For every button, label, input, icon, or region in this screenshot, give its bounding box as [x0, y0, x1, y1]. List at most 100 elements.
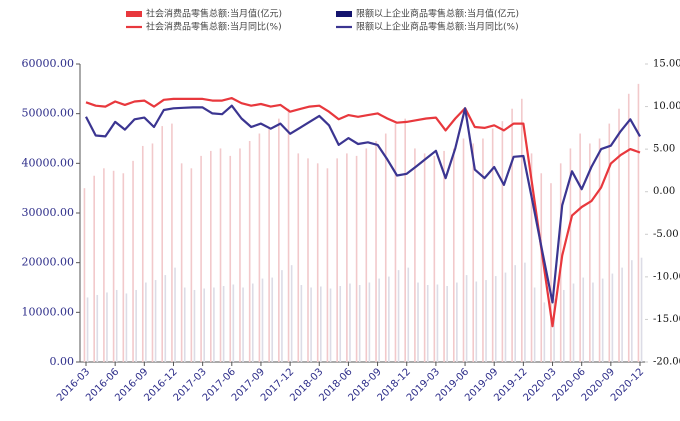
bar — [414, 148, 416, 362]
bar — [569, 148, 572, 362]
legend-label: 社会消费品零售总额:当月同比(%) — [146, 21, 282, 33]
y2-tick-label: -20.00 — [653, 357, 680, 368]
bar — [378, 278, 380, 362]
bar — [242, 287, 244, 362]
bar — [417, 282, 419, 362]
legend-swatch — [126, 11, 142, 17]
bar — [336, 158, 338, 362]
y-tick-label: 30000.00 — [22, 206, 75, 219]
bar — [482, 138, 484, 362]
bar — [472, 143, 475, 362]
bar — [388, 276, 390, 362]
bar — [96, 294, 99, 362]
bar — [514, 265, 516, 362]
bar — [562, 289, 565, 362]
bar — [592, 282, 594, 362]
bar — [540, 173, 543, 362]
bar — [504, 272, 507, 362]
bar — [621, 267, 623, 362]
bar — [122, 173, 125, 362]
y-tick-label: 40000.00 — [22, 156, 75, 169]
bar — [190, 168, 193, 362]
bar — [135, 289, 137, 362]
y-tick-label: 50000.00 — [22, 107, 75, 120]
bar — [355, 155, 358, 362]
y2-tick-label: -10.00 — [653, 271, 680, 282]
bar — [83, 188, 86, 362]
bar — [281, 270, 283, 362]
bar — [193, 289, 196, 362]
bar — [106, 292, 108, 362]
bar — [433, 155, 436, 362]
bar — [258, 133, 261, 362]
bar — [164, 275, 167, 362]
bar — [598, 138, 601, 362]
bar — [222, 286, 225, 362]
bar — [572, 283, 575, 362]
bar — [394, 123, 397, 362]
y2-tick-label: 10.00 — [653, 101, 680, 112]
bar — [501, 121, 504, 362]
bar — [112, 170, 115, 362]
bar — [404, 118, 406, 362]
bar — [533, 287, 536, 362]
bar — [349, 283, 351, 362]
bar — [171, 123, 173, 362]
bar — [248, 140, 251, 362]
line — [85, 104, 641, 304]
bar — [326, 168, 329, 362]
bar — [183, 287, 186, 362]
bar — [320, 286, 322, 362]
bar — [423, 153, 426, 362]
bar — [268, 128, 270, 362]
bar — [543, 302, 546, 362]
bar — [627, 93, 630, 363]
bar — [271, 277, 274, 362]
bar — [640, 257, 643, 362]
bar — [631, 260, 633, 362]
bar — [611, 273, 614, 362]
bar — [521, 98, 523, 363]
bar — [582, 277, 585, 362]
bar — [297, 153, 300, 362]
bar — [103, 168, 105, 362]
bar — [475, 281, 478, 362]
bar — [339, 286, 342, 362]
bar — [210, 150, 212, 362]
bar — [213, 287, 215, 362]
bar — [491, 128, 494, 362]
legend-label: 限额以上企业商品零售总额:当月值(亿元) — [356, 8, 519, 20]
bar — [375, 140, 377, 362]
bar — [530, 153, 533, 362]
y2-tick-label: -15.00 — [653, 314, 680, 325]
bar — [465, 275, 468, 362]
y2-tick-label: 5.00 — [653, 144, 675, 155]
bar — [368, 282, 371, 362]
bar — [365, 148, 368, 362]
y2-tick-label: -5.00 — [653, 229, 679, 240]
bar — [290, 265, 293, 362]
legend-label: 社会消费品零售总额:当月值(亿元) — [146, 8, 282, 20]
bar — [145, 282, 147, 362]
bar — [637, 83, 640, 362]
bar — [462, 138, 465, 362]
y2-tick-label: 0.00 — [653, 186, 675, 197]
bar — [125, 293, 128, 362]
bar — [141, 145, 144, 362]
bar — [550, 183, 552, 362]
bar — [154, 280, 157, 362]
bar — [426, 285, 429, 362]
bar — [494, 276, 497, 362]
bar — [86, 297, 89, 362]
bar — [446, 286, 448, 362]
bar — [511, 108, 513, 362]
bar — [456, 282, 458, 362]
bar — [329, 288, 332, 362]
bar — [132, 160, 134, 362]
bar — [407, 267, 410, 362]
bar — [524, 262, 526, 362]
bar — [608, 123, 611, 362]
bar — [151, 143, 154, 362]
legend-label: 限额以上企业商品零售总额:当月同比(%) — [356, 21, 519, 33]
